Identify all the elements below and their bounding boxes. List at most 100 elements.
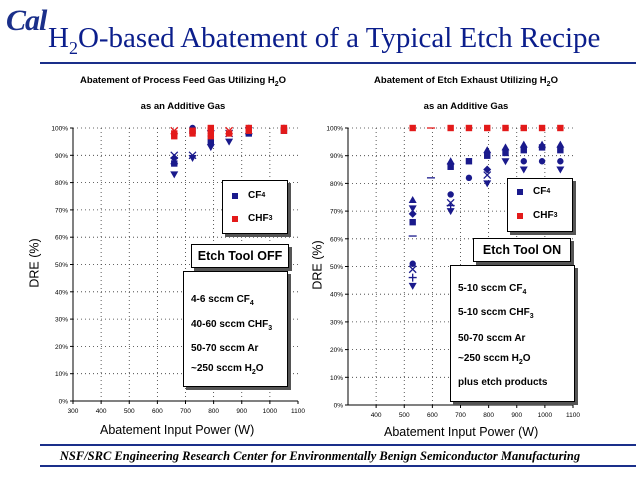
left-conditions: 4-6 sccm CF4 40-60 sccm CHF3 50-70 sccm … (183, 271, 288, 387)
y-tick-label: 20% (330, 347, 343, 354)
data-point-cf4 (171, 160, 178, 167)
x-tick-label: 700 (455, 412, 466, 419)
data-point-chf3 (557, 124, 564, 132)
data-point-cf4 (483, 165, 492, 174)
y-tick-label: 60% (55, 235, 68, 242)
left-legend-cf4-sub: 4 (261, 192, 266, 199)
data-point-chf3 (171, 130, 178, 137)
title-pre: H (48, 22, 69, 54)
x-tick-label: 1000 (263, 408, 278, 415)
data-point-cf4 (502, 149, 509, 157)
data-point-cf4 (557, 158, 564, 165)
right-cond-0: 5-10 sccm CF4 (458, 283, 526, 296)
data-point-cf4 (556, 166, 565, 174)
x-tick-label: 500 (124, 408, 135, 415)
data-point-cf4 (501, 158, 510, 166)
left-title-l1-sub: 2 (274, 80, 279, 88)
y-tick-label: 0% (334, 403, 344, 410)
data-point-cf4 (483, 171, 492, 180)
y-tick-label: 30% (55, 317, 68, 324)
left-cond-3-post: O (255, 363, 264, 374)
left-legend: CF 4 CHF 3 (222, 180, 288, 234)
x-tick-label: 800 (483, 412, 494, 419)
data-point-chf3 (447, 124, 454, 132)
data-point-chf3 (207, 132, 215, 140)
data-point-cf4 (408, 282, 417, 290)
data-point-chf3 (207, 124, 215, 132)
right-plot: 0% 10% 20% 30% 40% 50% 60% 70% 80% 90% 100% 400 500 6… (326, 124, 580, 419)
right-legend-cf4-label: CF (533, 186, 547, 197)
cal-logo: Cal (6, 4, 47, 37)
left-cond-0-pre: 4-6 sccm CF (191, 294, 250, 305)
y-tick-label: 100% (326, 126, 343, 133)
right-legend-chf3: CHF 3 (517, 210, 557, 221)
data-point-cf4 (465, 174, 473, 182)
x-tick-label: 1100 (291, 408, 305, 415)
right-cond-3-sub: 2 (518, 359, 523, 366)
y-tick-label: 80% (55, 180, 68, 187)
y-tick-label: 30% (330, 319, 343, 326)
data-point-chf3 (465, 124, 473, 132)
right-cond-3: ~250 sccm H2O (458, 353, 531, 366)
data-point-cf4 (408, 273, 417, 282)
y-tick-label: 60% (330, 236, 343, 243)
right-title-l1-pre: Abatement of Etch Exhaust Utilizing H (374, 75, 547, 86)
right-x-axis-title: Abatement Input Power (W) (384, 425, 539, 439)
data-point-cf4 (538, 140, 547, 148)
data-point-cf4 (170, 151, 179, 160)
y-tick-label: 0% (59, 399, 69, 406)
right-cond-0-sub: 4 (522, 289, 527, 296)
left-cond-2: 50-70 sccm Ar (191, 343, 259, 354)
data-point-cf4 (408, 196, 417, 204)
data-point-cf4 (409, 260, 416, 267)
x-tick-label: 700 (180, 408, 191, 415)
right-legend-chf3-sub: 3 (553, 212, 558, 219)
y-tick-label: 40% (55, 289, 68, 296)
right-title-l1-sub: 2 (546, 80, 551, 88)
data-point-cf4 (483, 180, 492, 188)
chf3-marker (232, 215, 238, 222)
y-tick-label: 40% (330, 292, 343, 299)
right-cond-0-pre: 5-10 sccm CF (458, 283, 523, 294)
right-title-l1-post: O (550, 75, 558, 86)
data-point-cf4 (483, 146, 492, 154)
data-point-cf4 (557, 146, 564, 154)
left-x-axis-title: Abatement Input Power (W) (100, 423, 255, 437)
x-tick-label: 400 (96, 408, 107, 415)
data-point-cf4 (501, 143, 510, 151)
data-point-cf4 (408, 205, 417, 213)
data-point-chf3 (538, 124, 546, 132)
data-point-cf4 (408, 265, 417, 274)
left-chart-title-line1: Abatement of Process Feed Gas Utilizing … (52, 75, 314, 88)
y-tick-label: 50% (330, 264, 343, 271)
data-point-chf3 (409, 124, 416, 132)
right-cond-1-sub: 3 (529, 313, 534, 320)
data-point-chf3 (225, 126, 234, 135)
left-tool-label: Etch Tool OFF (191, 244, 289, 268)
bottom-rule-2 (40, 465, 636, 467)
cf4-marker (232, 192, 238, 199)
right-chart-title-line2: as an Additive Gas (423, 101, 509, 112)
y-tick-label: 20% (55, 344, 68, 351)
data-point-cf4 (446, 157, 455, 165)
left-cond-1-pre: 40-60 sccm CHF (191, 319, 269, 330)
data-point-chf3 (245, 124, 252, 132)
left-legend-chf3-label: CHF (248, 213, 269, 224)
data-point-cf4 (465, 158, 473, 165)
right-legend-chf3-label: CHF (533, 210, 554, 221)
x-tick-label: 600 (152, 408, 163, 415)
data-point-chf3 (189, 127, 196, 134)
x-tick-label: 1000 (538, 412, 553, 419)
footer-text: NSF/SRC Engineering Research Center for … (59, 449, 581, 463)
x-tick-label: 500 (399, 412, 410, 419)
right-legend-cf4-sub: 4 (546, 188, 551, 195)
y-tick-label: 80% (330, 181, 343, 188)
data-point-cf4 (520, 158, 527, 165)
left-chart-title-line2: as an Additive Gas (140, 101, 226, 112)
right-conditions: 5-10 sccm CF4 5-10 sccm CHF3 50-70 sccm … (450, 265, 575, 402)
data-point-cf4 (519, 166, 528, 174)
data-point-cf4 (446, 208, 455, 216)
left-legend-chf3-sub: 3 (268, 215, 273, 222)
x-tick-label: 800 (208, 408, 219, 415)
left-cond-1-sub: 3 (268, 325, 273, 332)
